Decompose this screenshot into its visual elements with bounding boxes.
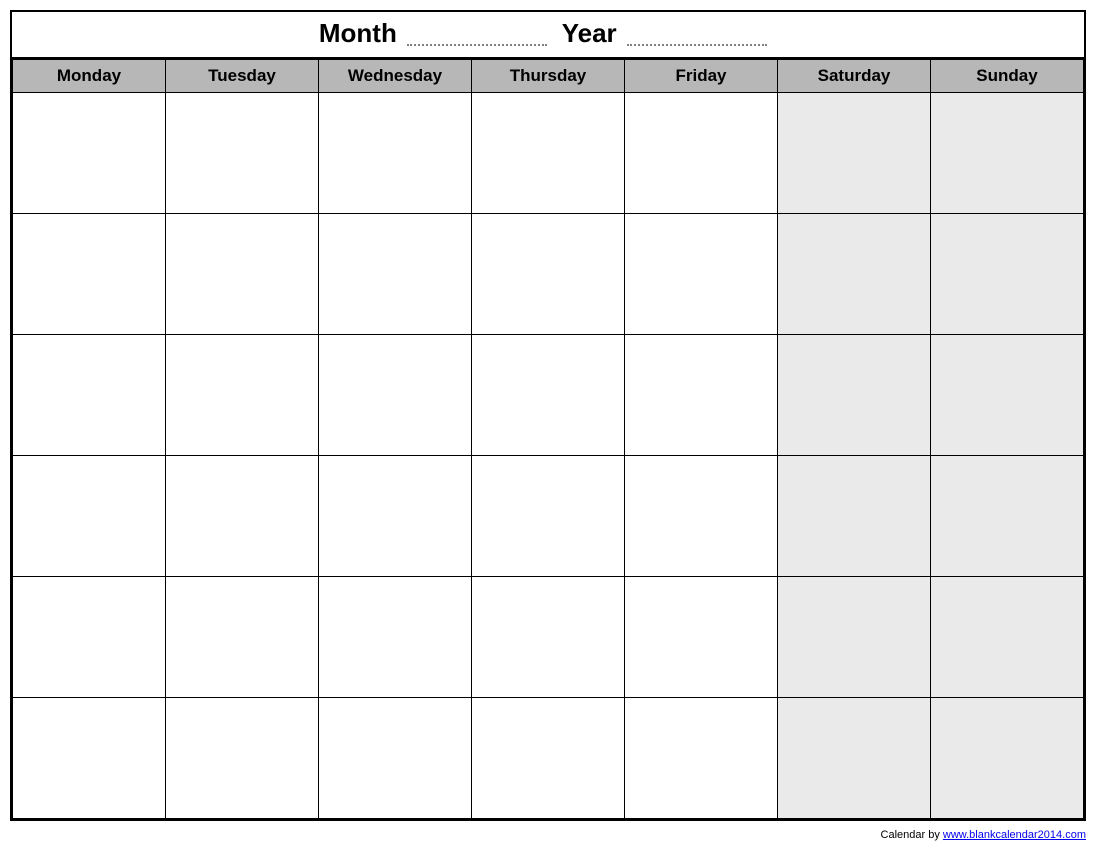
col-header-sunday: Sunday bbox=[931, 60, 1084, 93]
day-cell[interactable] bbox=[319, 93, 472, 214]
calendar-table: Monday Tuesday Wednesday Thursday Friday… bbox=[12, 59, 1084, 819]
day-cell[interactable] bbox=[931, 335, 1084, 456]
title-row: Month Year bbox=[12, 12, 1084, 59]
day-cell[interactable] bbox=[778, 93, 931, 214]
calendar-container: Month Year Monday Tuesday Wednesday Thur… bbox=[10, 10, 1086, 821]
day-cell[interactable] bbox=[319, 698, 472, 819]
day-cell[interactable] bbox=[13, 577, 166, 698]
col-header-thursday: Thursday bbox=[472, 60, 625, 93]
footer-prefix: Calendar by bbox=[881, 829, 943, 841]
day-cell[interactable] bbox=[931, 577, 1084, 698]
day-cell[interactable] bbox=[319, 456, 472, 577]
day-cell[interactable] bbox=[472, 577, 625, 698]
week-row bbox=[13, 698, 1084, 819]
day-cell[interactable] bbox=[319, 335, 472, 456]
week-row bbox=[13, 456, 1084, 577]
day-cell[interactable] bbox=[625, 214, 778, 335]
col-header-monday: Monday bbox=[13, 60, 166, 93]
week-row bbox=[13, 214, 1084, 335]
day-cell[interactable] bbox=[472, 335, 625, 456]
day-cell[interactable] bbox=[472, 93, 625, 214]
day-cell[interactable] bbox=[778, 577, 931, 698]
year-blank-line[interactable] bbox=[627, 30, 767, 46]
day-cell[interactable] bbox=[166, 93, 319, 214]
day-cell[interactable] bbox=[778, 698, 931, 819]
day-cell[interactable] bbox=[319, 214, 472, 335]
day-cell[interactable] bbox=[472, 698, 625, 819]
day-cell[interactable] bbox=[625, 698, 778, 819]
month-blank-line[interactable] bbox=[407, 30, 547, 46]
week-row bbox=[13, 577, 1084, 698]
col-header-wednesday: Wednesday bbox=[319, 60, 472, 93]
col-header-tuesday: Tuesday bbox=[166, 60, 319, 93]
day-cell[interactable] bbox=[13, 456, 166, 577]
day-cell[interactable] bbox=[625, 335, 778, 456]
header-row: Monday Tuesday Wednesday Thursday Friday… bbox=[13, 60, 1084, 93]
day-cell[interactable] bbox=[472, 456, 625, 577]
day-cell[interactable] bbox=[166, 335, 319, 456]
day-cell[interactable] bbox=[166, 577, 319, 698]
day-cell[interactable] bbox=[931, 214, 1084, 335]
day-cell[interactable] bbox=[625, 456, 778, 577]
week-row bbox=[13, 335, 1084, 456]
day-cell[interactable] bbox=[625, 577, 778, 698]
day-cell[interactable] bbox=[13, 335, 166, 456]
day-cell[interactable] bbox=[778, 214, 931, 335]
day-cell[interactable] bbox=[625, 93, 778, 214]
day-cell[interactable] bbox=[931, 698, 1084, 819]
day-cell[interactable] bbox=[166, 698, 319, 819]
col-header-friday: Friday bbox=[625, 60, 778, 93]
week-row bbox=[13, 93, 1084, 214]
footer-link[interactable]: www.blankcalendar2014.com bbox=[943, 829, 1086, 841]
calendar-body bbox=[13, 93, 1084, 819]
day-cell[interactable] bbox=[13, 214, 166, 335]
day-cell[interactable] bbox=[13, 698, 166, 819]
day-cell[interactable] bbox=[931, 456, 1084, 577]
day-cell[interactable] bbox=[931, 93, 1084, 214]
col-header-saturday: Saturday bbox=[778, 60, 931, 93]
day-cell[interactable] bbox=[13, 93, 166, 214]
month-label: Month bbox=[319, 18, 397, 48]
year-label: Year bbox=[562, 18, 617, 48]
day-cell[interactable] bbox=[166, 456, 319, 577]
footer: Calendar by www.blankcalendar2014.com bbox=[10, 821, 1086, 841]
day-cell[interactable] bbox=[166, 214, 319, 335]
day-cell[interactable] bbox=[319, 577, 472, 698]
day-cell[interactable] bbox=[778, 456, 931, 577]
day-cell[interactable] bbox=[778, 335, 931, 456]
day-cell[interactable] bbox=[472, 214, 625, 335]
